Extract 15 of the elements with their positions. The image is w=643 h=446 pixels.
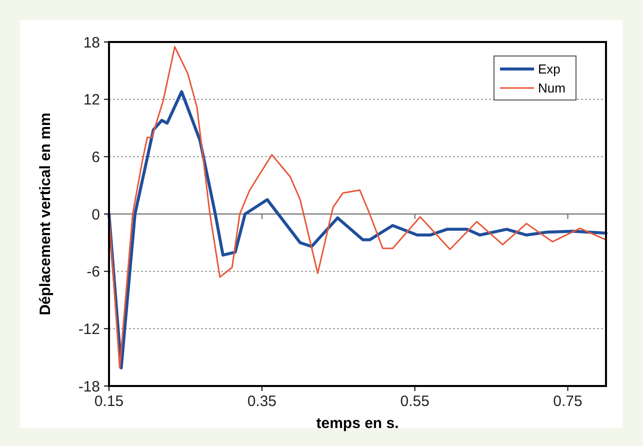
y-tick-label: -18 [78,378,100,396]
x-tick-label: 0.55 [400,393,430,410]
y-tick-label: 12 [83,92,100,109]
x-tick-label: 0.15 [94,393,124,410]
y-tick-label: 18 [83,34,100,52]
x-tick-label: 0.75 [553,393,582,410]
y-tick-label: -12 [78,320,100,338]
y-tick-label: -6 [86,264,100,281]
legend-label: Num [538,80,566,96]
y-tick-label: 0 [92,206,100,224]
y-tick-label: 6 [92,148,100,166]
x-tick-label: 0.35 [247,393,277,410]
x-axis-title: temps en s. [316,415,399,432]
y-axis-title: Déplacement vertical en mm [37,112,54,316]
legend-label: Exp [538,62,560,77]
